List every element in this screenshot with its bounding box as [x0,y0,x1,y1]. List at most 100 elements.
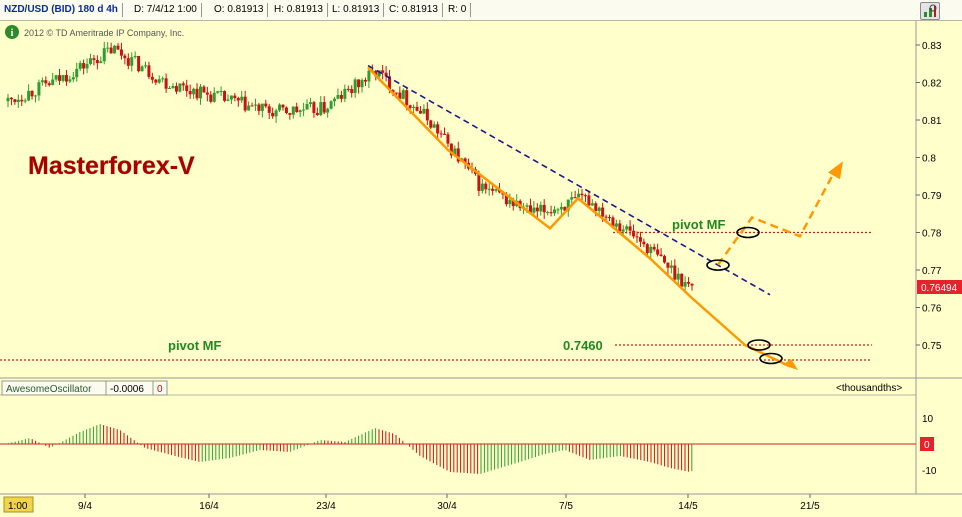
candle-body [202,86,206,93]
candle-body [329,101,333,109]
candle-body [377,70,381,77]
candle-body [388,76,392,91]
candle-body [690,283,694,286]
candle-body [205,92,209,95]
time-tick-label: 7/5 [559,501,573,512]
candle-body [418,110,422,114]
candle-body [477,173,481,191]
candle-body [539,204,543,212]
low-readout: L: 0.81913 [328,3,385,17]
indicator-pane[interactable] [0,396,916,494]
candle-body [391,90,395,93]
down-arrow-head [783,358,798,371]
candle-body [291,106,295,115]
candle-body [422,108,426,114]
price-tick-label: 0.76 [922,304,942,315]
candle-body [546,212,550,214]
candle-body [346,88,350,90]
candle-body [168,87,172,89]
symbol-label[interactable]: NZD/USD (BID) 180 d 4h [0,3,123,17]
candle-body [333,98,337,102]
candle-body [494,189,498,191]
candle-body [147,65,151,77]
highlight-ellipse [759,352,783,365]
candle-body [143,65,147,67]
candle-body [357,79,361,88]
ao-zero-tag-text: 0 [924,440,930,451]
candle-body [236,98,240,101]
candle-body [44,80,48,84]
time-tick-label: 30/4 [437,501,457,512]
candle-body [336,94,340,99]
orange-dashed-projection [716,166,839,266]
candle-body [535,207,539,212]
candle-body [353,79,357,93]
candle-body [264,103,268,107]
candle-body [504,194,508,205]
candle-body [109,47,113,54]
ao-zero-box [152,380,168,396]
ao-name: AwesomeOscillator [6,384,92,395]
orange-wave-line [367,66,746,346]
price-tick-label: 0.81 [922,116,942,127]
candle-body [449,143,453,156]
highlight-ellipse [747,339,771,351]
candle-body [27,90,31,101]
candle-body [216,91,220,93]
candle-body [71,77,75,80]
candle-body [676,273,680,280]
info-icon-glyph: i [11,28,14,39]
candle-body [92,58,96,61]
candle-body [381,70,385,73]
time-cursor-label: 1:00 [8,501,28,512]
chart-settings-icon [924,4,937,17]
candle-body [233,95,237,99]
candle-body [240,96,244,101]
candle-body [453,148,457,156]
chart-header: NZD/USD (BID) 180 d 4h D: 7/4/12 1:00 O:… [0,0,962,21]
candle-body [181,83,185,86]
candle-body [621,229,625,232]
candle-body [542,204,546,213]
candle-body [394,92,398,94]
candle-body [102,48,106,62]
candle-body [405,90,409,106]
candle-body [116,45,120,50]
candle-body [525,205,529,207]
candle-body [384,72,388,77]
candle-body [559,206,563,210]
candle-body [339,94,343,99]
candle-body [13,99,17,103]
candle-body [484,183,488,190]
candle-body [20,99,24,102]
ao-tick-minus10: -10 [922,466,937,477]
price-tick-label: 0.82 [922,79,942,90]
candle-body [271,112,275,117]
candle-body [487,188,491,190]
candle-body [415,106,419,111]
chart-settings-button[interactable] [920,2,940,20]
candle-body [573,197,577,199]
info-icon[interactable] [5,25,19,39]
candle-body [680,273,684,287]
pivot-mf-upper-label: pivot MF [672,217,725,232]
candle-body [16,99,20,103]
blue-trendline [367,64,771,296]
candle-body [85,63,89,69]
candle-body [253,104,257,106]
candle-body [649,246,653,254]
candle-body [133,56,137,58]
candle-body [642,241,646,245]
candle-body [82,63,86,69]
candle-body [443,133,447,135]
candle-body [58,75,62,81]
candle-body [23,100,27,102]
candle-body [429,120,433,128]
price-tick-label: 0.78 [922,229,942,240]
candle-body [209,94,213,102]
price-pane[interactable] [0,20,916,378]
time-tick-label: 9/4 [78,501,92,512]
candle-body [553,209,557,214]
candle-body [638,237,642,242]
